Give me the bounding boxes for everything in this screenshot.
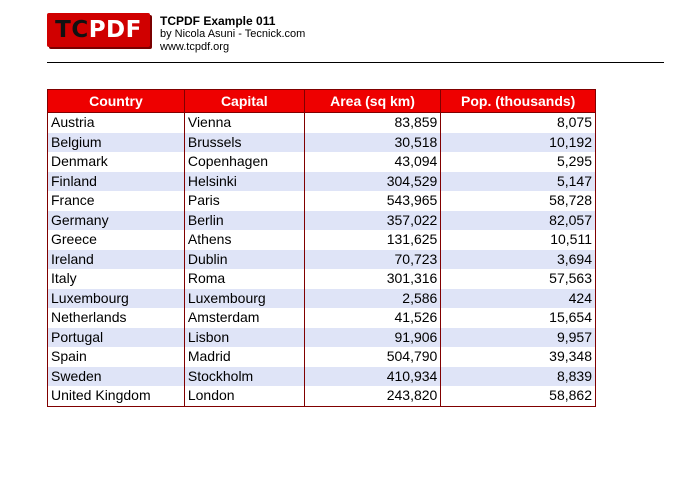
tcpdf-logo: TCPDF <box>47 13 150 47</box>
document-title: TCPDF Example 011 <box>160 14 276 28</box>
cell-area: 2,586 <box>303 288 442 308</box>
cell-capital: Copenhagen <box>183 152 305 172</box>
author-line: by Nicola Asuni - Tecnick.com <box>160 28 306 40</box>
table-body: Austria Vienna 83,859 8,075 Belgium Brussels 3… <box>47 112 596 407</box>
cell-country: Greece <box>47 230 185 250</box>
cell-population: 58,862 <box>440 386 596 407</box>
countries-table: Country Capital Area (sq km) Pop. (thous… <box>47 89 596 407</box>
cell-area: 543,965 <box>303 191 442 211</box>
cell-population: 39,348 <box>440 347 596 367</box>
cell-population: 9,957 <box>440 327 596 347</box>
cell-capital: Athens <box>183 230 305 250</box>
table-row: Sweden Stockholm 410,934 8,839 <box>47 366 596 386</box>
cell-country: Netherlands <box>47 308 185 328</box>
table-row: Netherlands Amsterdam 41,526 15,654 <box>47 308 596 328</box>
cell-area: 70,723 <box>303 249 442 269</box>
cell-country: United Kingdom <box>47 386 185 407</box>
cell-country: France <box>47 191 185 211</box>
cell-capital: Dublin <box>183 249 305 269</box>
cell-capital: Roma <box>183 269 305 289</box>
cell-capital: Brussels <box>183 132 305 152</box>
table-row: Spain Madrid 504,790 39,348 <box>47 347 596 367</box>
column-header-capital: Capital <box>183 89 305 113</box>
cell-population: 15,654 <box>440 308 596 328</box>
cell-capital: Luxembourg <box>183 288 305 308</box>
table-row: Greece Athens 131,625 10,511 <box>47 230 596 250</box>
table-row: Portugal Lisbon 91,906 9,957 <box>47 327 596 347</box>
cell-area: 301,316 <box>303 269 442 289</box>
table-row: France Paris 543,965 58,728 <box>47 191 596 211</box>
column-header-area: Area (sq km) <box>303 89 442 113</box>
cell-country: Belgium <box>47 132 185 152</box>
cell-capital: Madrid <box>183 347 305 367</box>
table-row: Austria Vienna 83,859 8,075 <box>47 112 596 133</box>
header-divider <box>47 62 664 63</box>
table-row: Belgium Brussels 30,518 10,192 <box>47 132 596 152</box>
cell-population: 8,075 <box>440 112 596 133</box>
cell-population: 82,057 <box>440 210 596 230</box>
table-row: Luxembourg Luxembourg 2,586 424 <box>47 288 596 308</box>
table-row: Italy Roma 301,316 57,563 <box>47 269 596 289</box>
cell-population: 5,147 <box>440 171 596 191</box>
cell-country: Portugal <box>47 327 185 347</box>
cell-capital: Paris <box>183 191 305 211</box>
cell-area: 43,094 <box>303 152 442 172</box>
cell-country: Finland <box>47 171 185 191</box>
cell-population: 57,563 <box>440 269 596 289</box>
cell-population: 3,694 <box>440 249 596 269</box>
cell-population: 5,295 <box>440 152 596 172</box>
cell-capital: Helsinki <box>183 171 305 191</box>
cell-population: 10,192 <box>440 132 596 152</box>
cell-capital: Berlin <box>183 210 305 230</box>
cell-country: Spain <box>47 347 185 367</box>
header-text-block: TCPDF Example 011 by Nicola Asuni - Tecn… <box>160 14 305 54</box>
cell-country: Denmark <box>47 152 185 172</box>
table-row: Germany Berlin 357,022 82,057 <box>47 210 596 230</box>
cell-population: 10,511 <box>440 230 596 250</box>
cell-country: Germany <box>47 210 185 230</box>
cell-capital: Lisbon <box>183 327 305 347</box>
cell-area: 410,934 <box>303 366 442 386</box>
cell-country: Austria <box>47 112 185 133</box>
cell-population: 424 <box>440 288 596 308</box>
page-header: TCPDF TCPDF Example 011 by Nicola Asuni … <box>47 13 664 63</box>
column-header-country: Country <box>47 89 185 113</box>
cell-population: 8,839 <box>440 366 596 386</box>
cell-country: Sweden <box>47 366 185 386</box>
website-line: www.tcpdf.org <box>160 41 230 53</box>
cell-country: Luxembourg <box>47 288 185 308</box>
cell-area: 304,529 <box>303 171 442 191</box>
cell-capital: London <box>183 386 305 407</box>
table-row: Finland Helsinki 304,529 5,147 <box>47 171 596 191</box>
cell-area: 131,625 <box>303 230 442 250</box>
cell-country: Ireland <box>47 249 185 269</box>
cell-area: 83,859 <box>303 112 442 133</box>
table-row: Denmark Copenhagen 43,094 5,295 <box>47 152 596 172</box>
cell-population: 58,728 <box>440 191 596 211</box>
table-header-row: Country Capital Area (sq km) Pop. (thous… <box>47 89 596 113</box>
cell-capital: Stockholm <box>183 366 305 386</box>
cell-area: 504,790 <box>303 347 442 367</box>
table-row: United Kingdom London 243,820 58,862 <box>47 386 596 407</box>
cell-capital: Vienna <box>183 112 305 133</box>
logo-text: TCPDF <box>55 16 142 43</box>
cell-area: 91,906 <box>303 327 442 347</box>
cell-area: 41,526 <box>303 308 442 328</box>
cell-area: 30,518 <box>303 132 442 152</box>
cell-country: Italy <box>47 269 185 289</box>
column-header-population: Pop. (thousands) <box>440 89 596 113</box>
cell-area: 243,820 <box>303 386 442 407</box>
cell-area: 357,022 <box>303 210 442 230</box>
cell-capital: Amsterdam <box>183 308 305 328</box>
table-row: Ireland Dublin 70,723 3,694 <box>47 249 596 269</box>
